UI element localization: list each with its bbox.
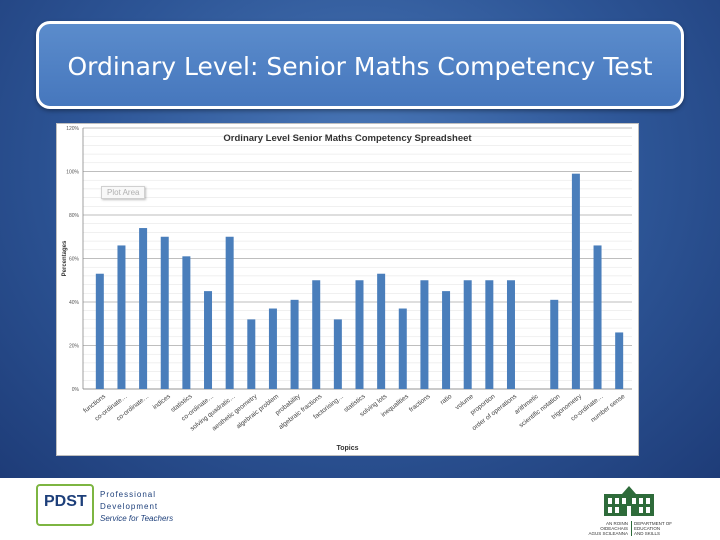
pdst-acronym: PDST [44,493,87,510]
bar [117,245,126,389]
building-icon [604,486,654,516]
slide-title: Ordinary Level: Senior Maths Competency … [67,52,653,81]
y-tick-label: 120% [66,126,79,132]
title-box: Ordinary Level: Senior Maths Competency … [36,21,684,109]
y-tick-label: 100% [66,170,79,176]
bar [615,332,624,389]
bar [139,228,148,389]
x-tick-label: fractions [408,393,432,414]
bar [204,291,213,389]
bar [571,173,580,389]
pdst-mark: PDST [36,484,94,526]
bar [485,280,494,389]
dept-irish-text: AN ROINN OIDEACHAIS AGUS SCILEANNA [580,521,628,536]
y-axis-label: Percentages [62,240,68,276]
y-tick-label: 40% [69,300,80,306]
bar [463,280,472,389]
dept-irish-line-b: OIDEACHAIS [600,526,628,531]
chart-panel: 0% 20% 40% 60% 80% 100% 120% Ordinary Level Sen… [56,123,639,456]
plot-area-tooltip: Plot Area [101,186,146,199]
x-tick-label: ratio [439,393,454,407]
chart-title: Ordinary Level Senior Maths Competency S… [223,133,472,144]
bar [377,273,386,389]
x-axis-label: Topics [336,445,358,452]
y-tick-label: 60% [69,257,80,263]
bar [312,280,321,389]
bar [398,308,407,389]
department-logo: AN ROINN OIDEACHAIS AGUS SCILEANNA DEPAR… [578,484,684,536]
bar [225,236,234,389]
dept-english-line-a: DEPARTMENT OF [634,521,673,526]
pdst-line-1: Professional [100,490,157,499]
y-tick-label: 80% [69,213,80,219]
dept-irish-line-c: AGUS SCILEANNA [588,531,628,536]
bar [290,299,299,389]
bar [268,308,277,389]
bar [333,319,342,389]
y-tick-label: 20% [69,344,80,350]
y-tick-label: 0% [72,387,80,393]
dept-english-line-b: EDUCATION [634,526,661,531]
pdst-logo: PDST Professional Development Service fo… [36,484,178,530]
dept-divider [631,521,632,536]
bar [506,280,515,389]
bar [593,245,602,389]
bar [550,299,559,389]
footer: PDST Professional Development Service fo… [0,478,720,540]
bar [182,256,191,389]
bar [160,236,169,389]
bar [420,280,429,389]
dept-irish-line-a: AN ROINN [605,521,628,526]
bar [442,291,451,389]
dept-english-line-c: AND SKILLS [634,531,661,536]
bar [247,319,256,389]
bar [95,273,104,389]
pdst-line-3: Service for Teachers [100,514,174,523]
pdst-line-2: Development [100,502,159,511]
bar-chart: 0% 20% 40% 60% 80% 100% 120% Ordinary Level Sen… [62,126,632,452]
dept-english-text: DEPARTMENT OF EDUCATION AND SKILLS [634,521,682,536]
bar [355,280,364,389]
